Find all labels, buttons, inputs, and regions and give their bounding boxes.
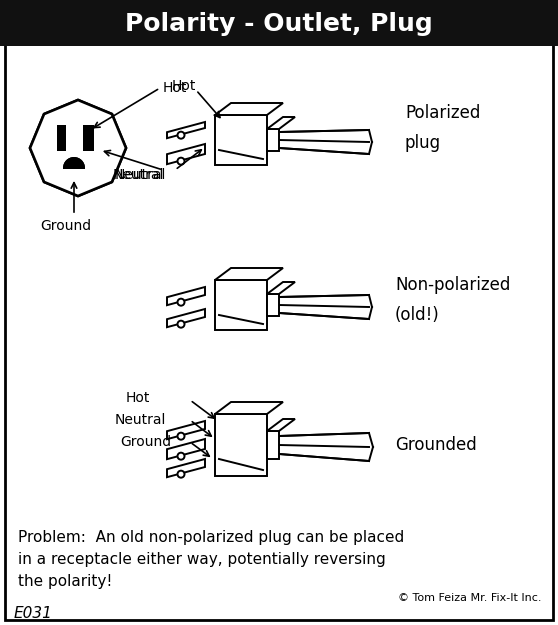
Polygon shape [30, 100, 126, 196]
Bar [215, 115, 267, 165]
Bar [0, 0, 558, 46]
Polygon shape [215, 103, 283, 115]
Circle shape [177, 158, 185, 164]
Polygon shape [267, 117, 295, 129]
Bar [84, 126, 93, 150]
Text: Ground: Ground [120, 435, 171, 449]
Polygon shape [267, 419, 295, 431]
Polygon shape [167, 122, 205, 138]
Text: Neutral: Neutral [115, 168, 166, 182]
Text: Neutral: Neutral [115, 413, 166, 427]
Text: Problem:  An old non-polarized plug can be placed
in a receptacle either way, po: Problem: An old non-polarized plug can b… [18, 530, 404, 589]
Wedge shape [64, 158, 84, 168]
Circle shape [177, 299, 185, 306]
Circle shape [177, 432, 185, 439]
Polygon shape [215, 268, 283, 280]
Text: Ground: Ground [40, 219, 91, 233]
Polygon shape [215, 402, 283, 414]
Text: Hot: Hot [163, 81, 187, 95]
Bar [215, 280, 267, 330]
Polygon shape [30, 100, 126, 196]
Bar [58, 126, 65, 150]
Text: Neutral: Neutral [113, 168, 165, 182]
Circle shape [177, 471, 185, 478]
Bar [267, 294, 279, 316]
Bar [58, 126, 65, 150]
Circle shape [177, 132, 185, 139]
Polygon shape [167, 287, 205, 305]
Polygon shape [167, 459, 205, 477]
Bar [215, 414, 267, 476]
Text: Hot: Hot [172, 79, 196, 93]
Bar [84, 126, 93, 150]
Text: © Tom Feiza Mr. Fix-It Inc.: © Tom Feiza Mr. Fix-It Inc. [398, 593, 542, 603]
Text: Non-polarized
(old!): Non-polarized (old!) [395, 276, 511, 324]
Circle shape [177, 321, 185, 328]
Bar [267, 431, 279, 459]
Text: E031: E031 [14, 606, 53, 621]
Polygon shape [267, 282, 295, 294]
Text: Polarized
plug: Polarized plug [405, 104, 480, 152]
Text: Hot: Hot [126, 391, 150, 405]
Wedge shape [64, 158, 84, 168]
Circle shape [177, 452, 185, 459]
Text: Grounded: Grounded [395, 436, 477, 454]
Polygon shape [167, 439, 205, 459]
Text: Polarity - Outlet, Plug: Polarity - Outlet, Plug [125, 12, 433, 36]
Bar [267, 129, 279, 151]
Polygon shape [167, 421, 205, 439]
Polygon shape [167, 144, 205, 164]
Polygon shape [167, 309, 205, 327]
